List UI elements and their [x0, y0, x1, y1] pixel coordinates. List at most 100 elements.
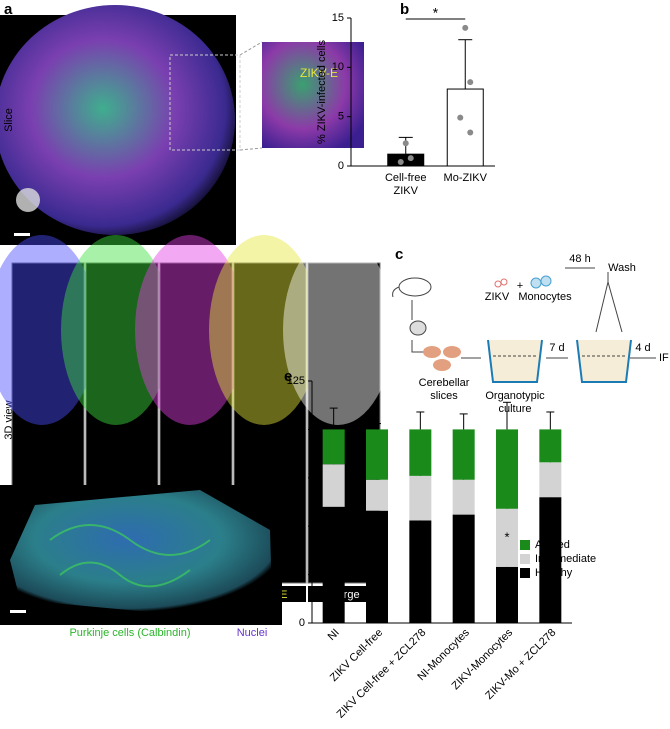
error-bar — [373, 423, 381, 430]
legend-swatch — [520, 568, 530, 578]
well — [576, 339, 632, 383]
y-tick-label: 5 — [338, 111, 344, 123]
arrow — [411, 300, 424, 353]
bar-segment — [452, 429, 475, 480]
inset-connector — [239, 41, 263, 56]
data-point — [457, 114, 464, 121]
y-tick-label: 75 — [293, 472, 305, 484]
label: 7 d — [549, 342, 564, 354]
legend-label: Altered — [535, 539, 570, 551]
virus-icon — [500, 278, 508, 286]
x-tick-label: ZIKV Cell-free + ZCL278 — [335, 627, 429, 721]
error-bar — [459, 413, 468, 430]
x-tick-label: Mo-ZIKV — [444, 172, 488, 184]
channel-signal — [135, 235, 245, 425]
bar-segment — [322, 429, 345, 465]
label: Monocytes — [518, 291, 572, 303]
bar-segment — [366, 429, 388, 480]
panel-label: c — [395, 246, 403, 263]
row-label: Slice — [3, 108, 15, 132]
monocyte-icon — [530, 277, 542, 289]
panel-label: e — [284, 368, 292, 385]
y-tick-label: 100 — [287, 423, 305, 435]
panel-label: a — [4, 1, 13, 18]
protocol-diagram — [392, 267, 656, 383]
y-tick-label: 0 — [299, 617, 305, 629]
bar-segment — [322, 506, 345, 623]
y-tick-label: 10 — [332, 61, 344, 73]
bar-segment — [539, 462, 562, 498]
error-bar — [329, 407, 338, 430]
error-bar — [503, 401, 511, 430]
legend-label: Intermediate — [535, 553, 596, 565]
bar-segment — [409, 475, 432, 521]
label: + — [517, 280, 523, 292]
slice-icon — [433, 359, 451, 371]
inset-connector — [239, 147, 263, 151]
label: slices — [430, 390, 458, 402]
label: 48 h — [569, 253, 590, 265]
bar — [446, 88, 484, 167]
x-tick-label: NI — [326, 627, 342, 643]
channel-signal — [283, 235, 393, 425]
slice-image — [0, 5, 235, 235]
inset-image — [262, 42, 364, 148]
y-tick-label: 0 — [338, 160, 344, 172]
channel-signal — [61, 235, 171, 425]
error-bar — [416, 411, 425, 430]
mouse-icon — [398, 277, 432, 297]
error-bar — [546, 411, 555, 430]
brain-icon — [409, 320, 427, 336]
bar-segment — [322, 464, 345, 507]
error-bar — [458, 39, 473, 90]
label: Wash — [608, 262, 636, 274]
mouse-tail — [392, 286, 400, 298]
bar-segment — [366, 479, 388, 511]
panel-label: b — [400, 1, 409, 18]
slice-icon — [423, 346, 441, 358]
y-tick-label: 25 — [293, 569, 305, 581]
inset-box — [169, 54, 241, 151]
label: ZIKV — [485, 291, 510, 303]
arrow — [595, 272, 623, 333]
bar-segment — [496, 566, 518, 623]
label: 4 d — [635, 342, 650, 354]
bar — [387, 153, 425, 167]
significance-mark: * — [504, 529, 509, 544]
y-tick-label: 50 — [293, 520, 305, 532]
y-tick-label: 125 — [287, 375, 305, 387]
significance-mark: * — [433, 5, 439, 21]
label: Cerebellar — [419, 377, 470, 389]
caption: Purkinje cells (Calbindin) — [69, 627, 190, 639]
x-tick-label: Cell-free ZIKV — [385, 172, 427, 197]
monocyte-icon — [540, 275, 552, 287]
bar-segment — [539, 497, 562, 623]
data-point — [467, 129, 474, 136]
caption: Nuclei — [237, 627, 268, 639]
label: Organotypic — [485, 390, 545, 402]
y-axis-label: Cytoarchitecture index — [271, 447, 283, 557]
channel-signal — [0, 235, 97, 425]
data-point — [407, 155, 414, 162]
label: culture — [498, 403, 531, 415]
y-tick-label: 15 — [332, 12, 344, 24]
legend-swatch — [520, 554, 530, 564]
bar-segment — [452, 514, 475, 623]
virus-icon — [494, 280, 502, 288]
data-point — [462, 24, 469, 31]
legend-swatch — [520, 540, 530, 550]
channel-signal — [209, 235, 319, 425]
data-point — [397, 159, 404, 166]
scale-bar — [14, 233, 30, 236]
legend-label: Healthy — [535, 567, 573, 579]
data-point — [467, 79, 474, 86]
well — [487, 339, 543, 383]
label: IF — [659, 352, 669, 364]
bar-segment — [409, 520, 432, 623]
data-point — [402, 140, 409, 147]
slice-icon — [443, 346, 461, 358]
bar-segment — [366, 510, 388, 623]
y-axis-label: % ZIKV-infected cells — [316, 40, 328, 144]
section-image — [10, 490, 272, 612]
